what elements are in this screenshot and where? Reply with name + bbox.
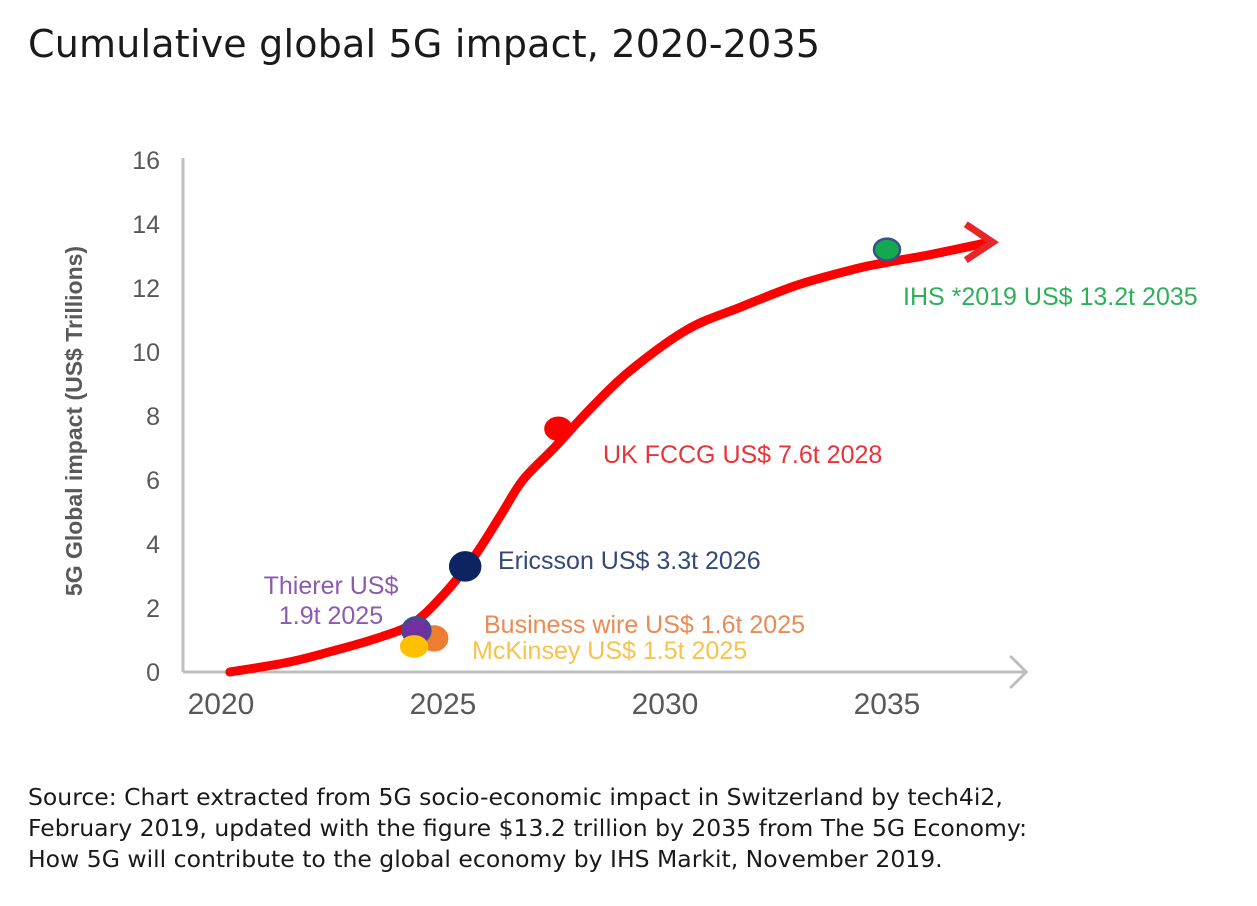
series-layer (225, 221, 999, 677)
x-axis-arrow-icon (1009, 654, 1029, 690)
annotation-thierer: Thierer US$ (264, 572, 399, 600)
data-point-ihs (872, 237, 902, 262)
data-point-uk-fccg (544, 416, 573, 442)
data-points (399, 237, 902, 658)
y-tick-label: 0 (146, 659, 160, 687)
source-line: How 5G will contribute to the global eco… (28, 845, 943, 873)
y-tick-label: 12 (132, 275, 160, 303)
annotation-business-wire: Business wire US$ 1.6t 2025 (484, 611, 805, 639)
data-point-mckinsey (399, 635, 429, 658)
y-tick-label: 6 (146, 467, 160, 495)
x-tick-label: 2020 (188, 688, 255, 721)
x-tick-label: 2035 (854, 688, 921, 721)
y-tick-label: 14 (132, 211, 160, 239)
tick-labels: 0 2 4 6 8 10 12 14 16 2020 2025 2030 2035 5G Global i… (61, 147, 920, 721)
x-tick-label: 2025 (410, 688, 477, 721)
source-note: Source: Chart extracted from 5G socio-ec… (28, 782, 1248, 875)
y-tick-label: 8 (146, 403, 160, 431)
annotation-mckinsey: McKinsey US$ 1.5t 2025 (472, 637, 747, 665)
y-axis-label: 5G Global impact (US$ Trillions) (61, 246, 87, 596)
axes (181, 158, 1029, 690)
source-line: Source: Chart extracted from 5G socio-ec… (28, 783, 1003, 811)
annotation-ericsson: Ericsson US$ 3.3t 2026 (498, 547, 761, 575)
source-line: February 2019, updated with the figure $… (28, 814, 1028, 842)
page-title: Cumulative global 5G impact, 2020-2035 (28, 22, 821, 66)
series-arrow-icon (963, 221, 999, 264)
y-tick-label: 16 (132, 147, 160, 175)
y-tick-label: 10 (132, 339, 160, 367)
annotation-uk-fccg: UK FCCG US$ 7.6t 2028 (603, 441, 882, 469)
series-line (225, 238, 990, 677)
annotation-thierer: 1.9t 2025 (279, 602, 383, 630)
annotations: IHS *2019 US$ 13.2t 2035 UK FCCG US$ 7.6t… (264, 283, 1198, 665)
y-tick-label: 4 (146, 531, 160, 559)
data-point-ericsson (448, 551, 482, 582)
y-tick-label: 2 (146, 595, 160, 623)
annotation-ihs: IHS *2019 US$ 13.2t 2035 (903, 283, 1198, 311)
x-tick-label: 2030 (632, 688, 699, 721)
